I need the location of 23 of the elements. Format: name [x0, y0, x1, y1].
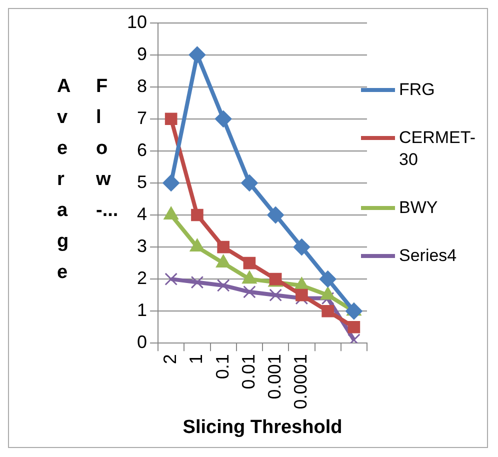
text: Average Flow-... [57, 76, 118, 283]
x-tick-label: 1 [186, 354, 206, 364]
y-tick-label: 5 [137, 172, 148, 192]
y-tick-label: 3 [137, 236, 148, 256]
legend-label: BWY [399, 197, 439, 219]
x-tick-label: 0.1 [212, 354, 232, 380]
x-tick-label: 0.01 [238, 354, 258, 390]
legend-label: Series4 [399, 245, 458, 267]
y-tick-label: 1 [137, 300, 148, 320]
x-tick-label: 2 [160, 354, 180, 364]
legend-label: FRG [399, 79, 436, 101]
y-tick-label: 9 [137, 44, 148, 64]
x-tick-label: 0.0001 [290, 354, 311, 410]
y-tick-label: 10 [126, 12, 148, 32]
y-tick-label: 8 [137, 76, 148, 96]
y-tick-label: 0 [137, 332, 148, 352]
y-tick-label: 6 [137, 140, 148, 160]
legend-label: CERMET-30 [399, 127, 476, 171]
x-axis-title: Slicing Threshold [182, 416, 342, 438]
y-tick-label: 4 [137, 204, 148, 224]
y-tick-label: 2 [137, 268, 148, 288]
x-tick-label: 0.001 [264, 354, 285, 400]
y-tick-label: 7 [137, 108, 148, 128]
